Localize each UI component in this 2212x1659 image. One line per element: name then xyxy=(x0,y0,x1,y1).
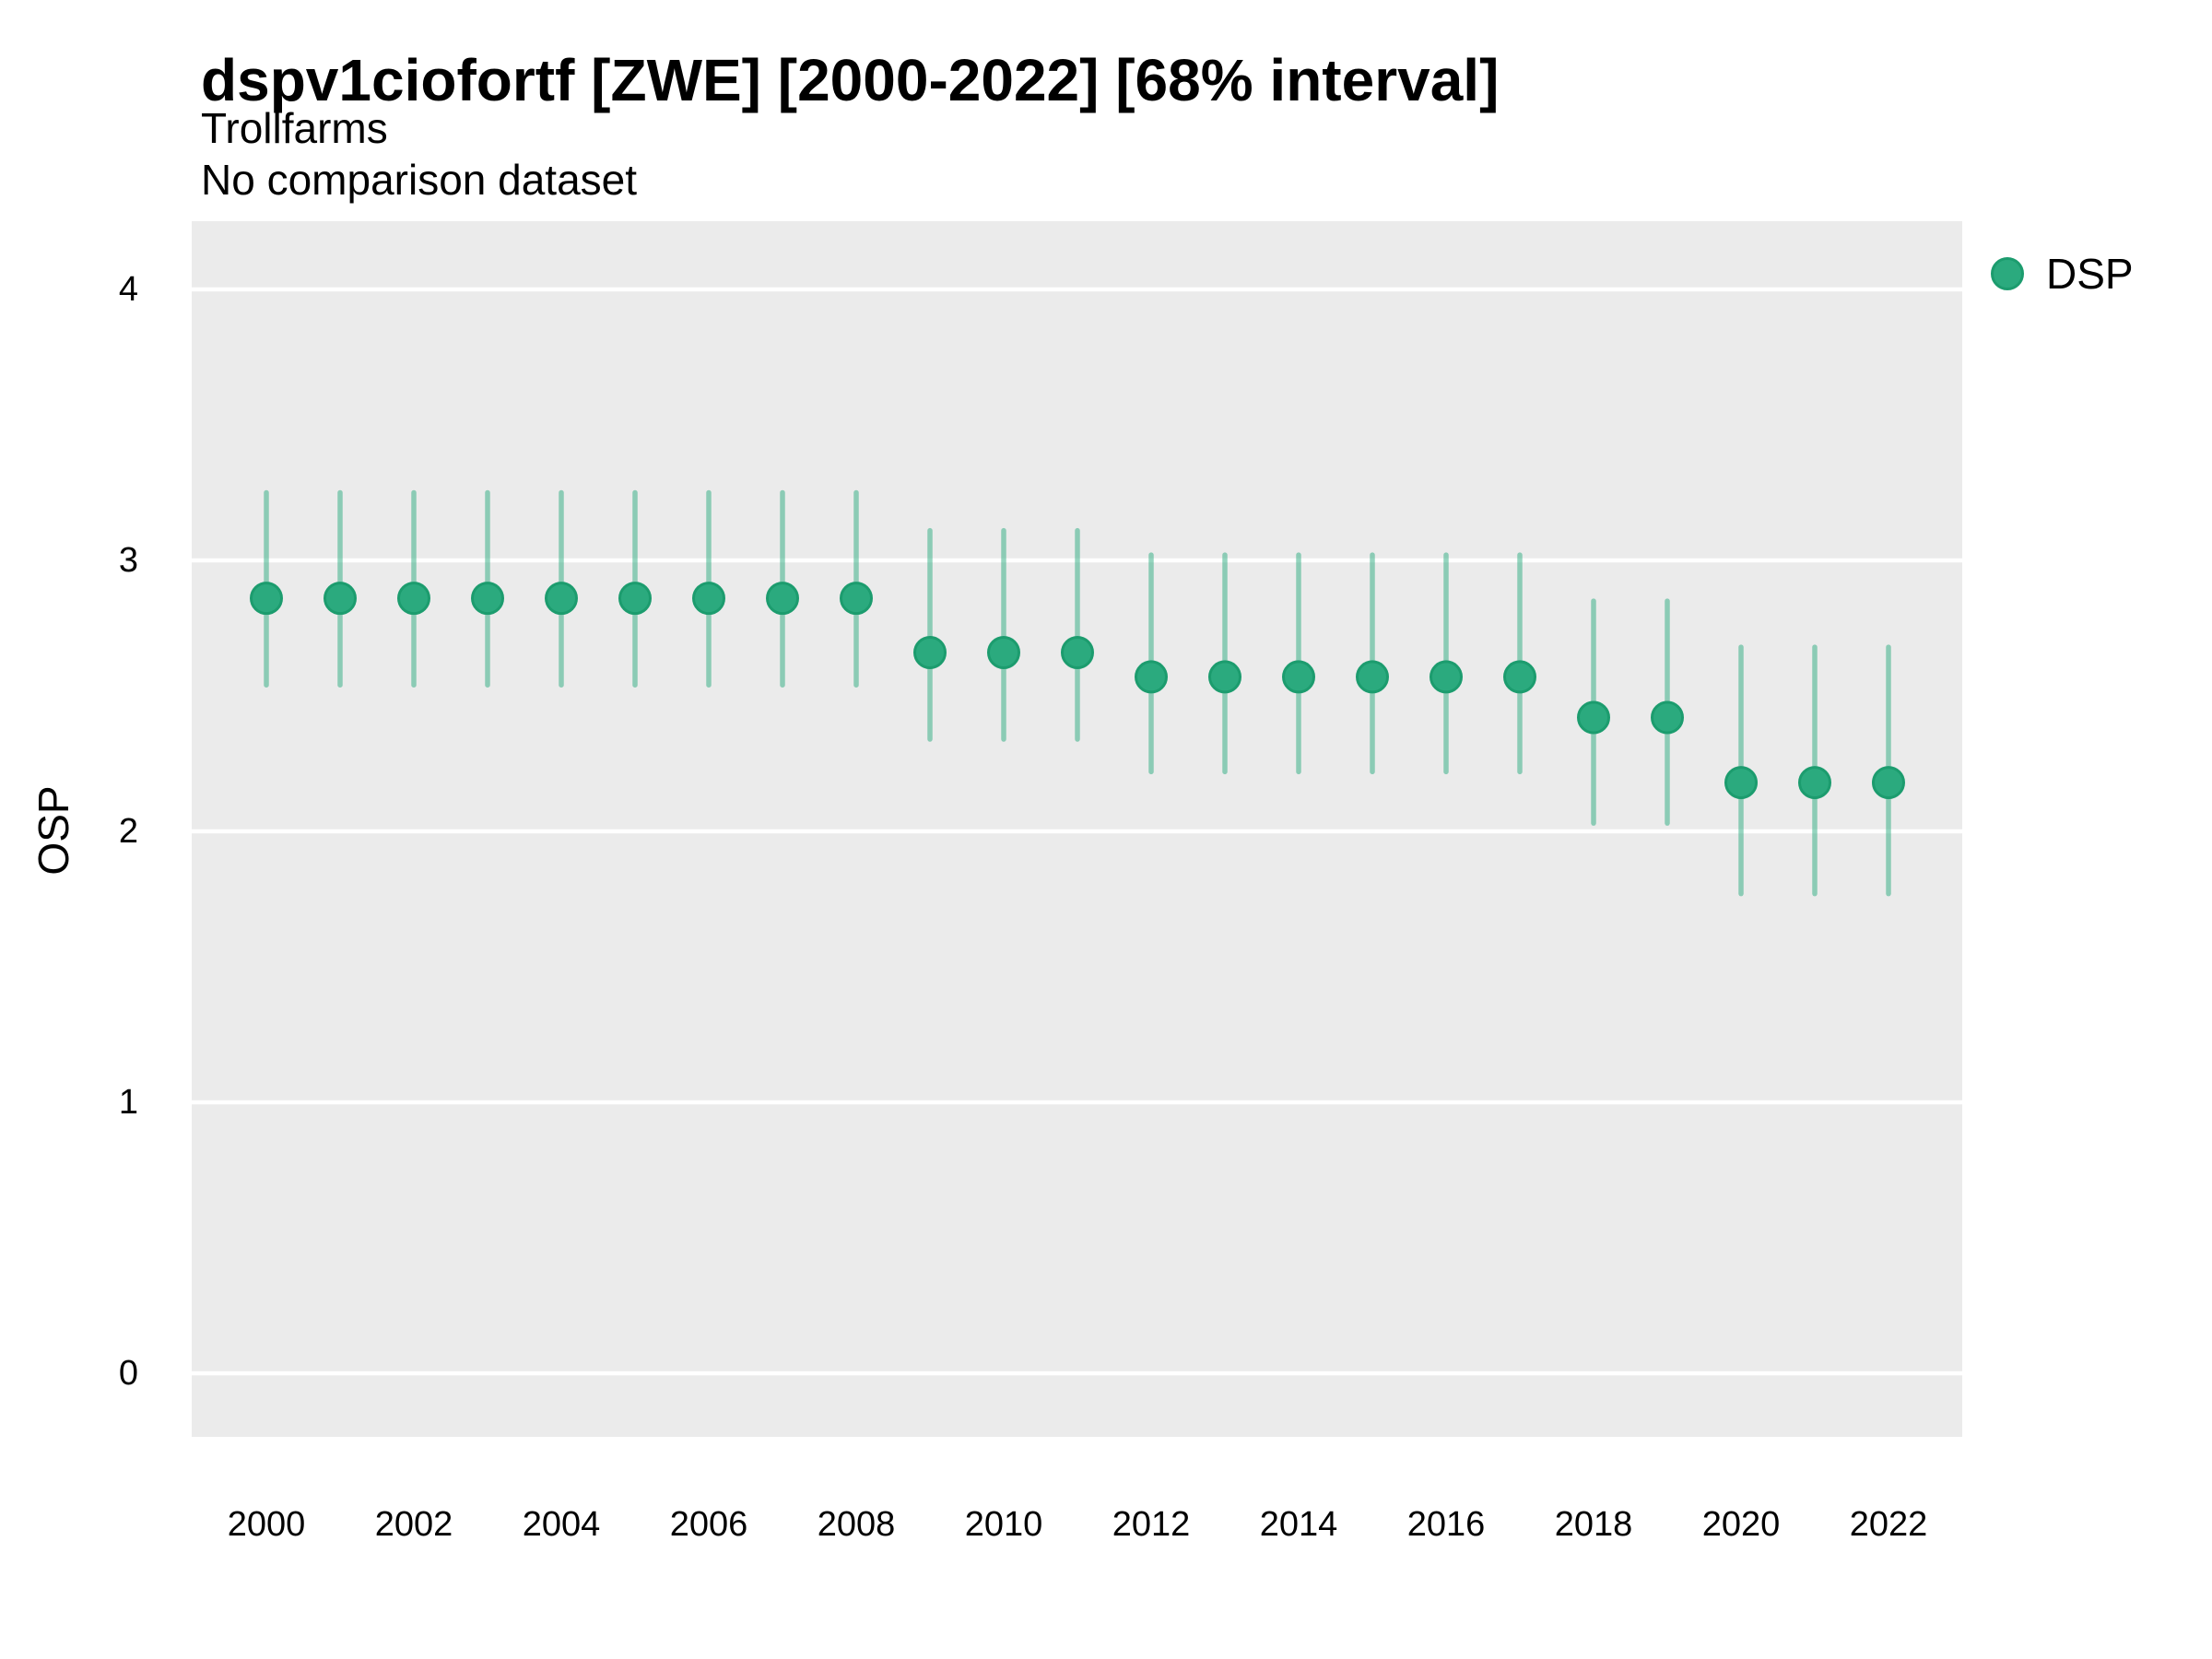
comparison-note: No comparison dataset xyxy=(201,156,638,204)
x-tick-label-2012: 2012 xyxy=(1112,1505,1191,1544)
x-tick-label-2014: 2014 xyxy=(1259,1505,1338,1544)
legend: DSP xyxy=(1991,251,2134,297)
data-point-2015 xyxy=(1356,660,1389,694)
x-tick-label-2008: 2008 xyxy=(817,1505,896,1544)
data-point-2017 xyxy=(1503,660,1536,694)
x-tick-label-2010: 2010 xyxy=(964,1505,1043,1544)
data-point-2020 xyxy=(1724,766,1758,800)
y-tick-label-1: 1 xyxy=(118,1083,138,1122)
data-point-2004 xyxy=(545,582,578,616)
x-tick-label-2002: 2002 xyxy=(374,1505,453,1544)
y-tick-label-4: 4 xyxy=(118,270,138,309)
data-point-2011 xyxy=(1061,635,1094,669)
y-tick-label-2: 2 xyxy=(118,812,138,851)
x-tick-label-2000: 2000 xyxy=(227,1505,306,1544)
data-point-2010 xyxy=(987,635,1020,669)
data-point-2005 xyxy=(618,582,652,616)
x-tick-label-2018: 2018 xyxy=(1554,1505,1633,1544)
data-point-2003 xyxy=(471,582,504,616)
legend-dsp-dot-icon xyxy=(1991,257,2024,290)
data-point-2000 xyxy=(250,582,283,616)
data-point-2006 xyxy=(692,582,725,616)
data-point-2008 xyxy=(840,582,873,616)
x-tick-label-2022: 2022 xyxy=(1849,1505,1928,1544)
data-point-2007 xyxy=(766,582,799,616)
plot-panel xyxy=(192,221,1962,1437)
x-tick-label-2004: 2004 xyxy=(522,1505,601,1544)
data-point-2002 xyxy=(397,582,430,616)
y-tick-label-0: 0 xyxy=(118,1354,138,1393)
data-point-2012 xyxy=(1135,660,1168,694)
legend-dsp-label: DSP xyxy=(2046,250,2134,298)
plot-canvas xyxy=(192,287,1962,1376)
x-tick-label-2020: 2020 xyxy=(1701,1505,1781,1544)
data-point-2022 xyxy=(1872,766,1905,800)
data-point-2016 xyxy=(1430,660,1463,694)
chart-subtitle: Trollfarms xyxy=(201,104,388,152)
data-point-2019 xyxy=(1651,700,1684,735)
x-tick-label-2006: 2006 xyxy=(669,1505,748,1544)
data-point-2014 xyxy=(1282,660,1315,694)
data-point-2009 xyxy=(913,635,947,669)
y-tick-label-3: 3 xyxy=(118,541,138,580)
chart-title: dspv1ciofortf [ZWE] [2000-2022] [68% int… xyxy=(201,47,1500,113)
data-point-2018 xyxy=(1577,700,1610,735)
data-point-2001 xyxy=(324,582,357,616)
data-point-2021 xyxy=(1798,766,1831,800)
data-point-2013 xyxy=(1208,660,1241,694)
x-tick-label-2016: 2016 xyxy=(1406,1505,1486,1544)
